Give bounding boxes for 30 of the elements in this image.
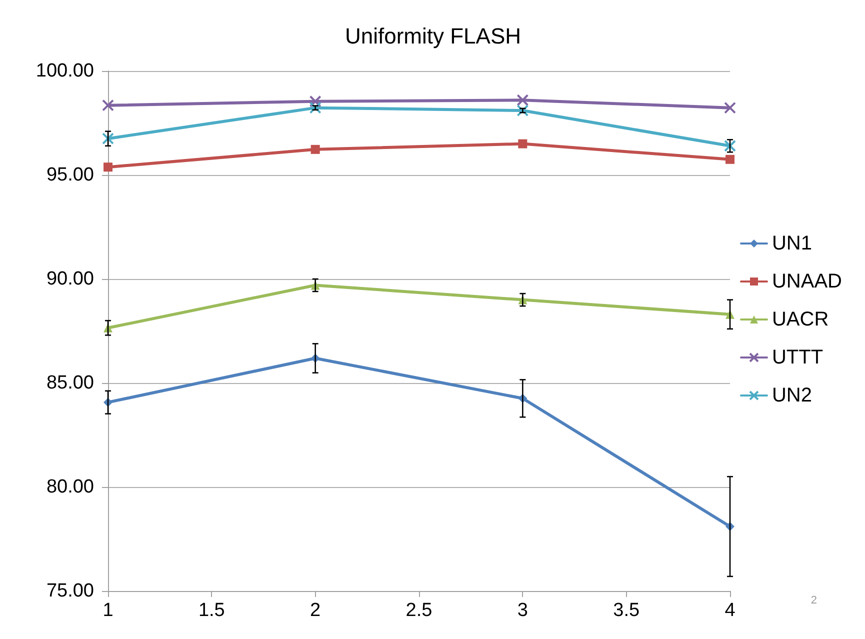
y-tick-label: 100.00 [36,60,94,82]
y-tick-label: 90.00 [46,268,94,290]
x-tick-label: 3 [517,600,528,621]
y-tick-label: 95.00 [46,164,94,186]
x-tick-label: 4 [724,600,736,621]
legend-label: UN2 [772,384,812,406]
point [516,94,529,106]
x-tick-label: 1.5 [198,600,225,621]
x-tick-label: 3.5 [613,600,640,621]
y-tick-label: 80.00 [46,476,94,498]
y-tick-label: 85.00 [46,372,94,394]
point [516,104,529,117]
legend-label: UACR [772,308,829,330]
x-tick-label: 2 [310,600,321,621]
point [724,102,736,114]
legend-label: UTTT [772,346,824,368]
x-tick-label: 2.5 [406,600,432,621]
point [518,139,528,148]
chart-title: Uniformity FLASH [344,24,522,48]
point [310,144,320,154]
y-tick-label: 75.00 [46,580,94,602]
point [309,102,322,114]
point [102,99,114,112]
legend-label: UN1 [772,232,812,254]
point [726,154,734,164]
point [104,162,112,172]
legend-label: UNAAD [772,270,842,292]
x-tick-label: 1 [102,600,114,621]
point [102,132,114,145]
point [309,95,322,108]
